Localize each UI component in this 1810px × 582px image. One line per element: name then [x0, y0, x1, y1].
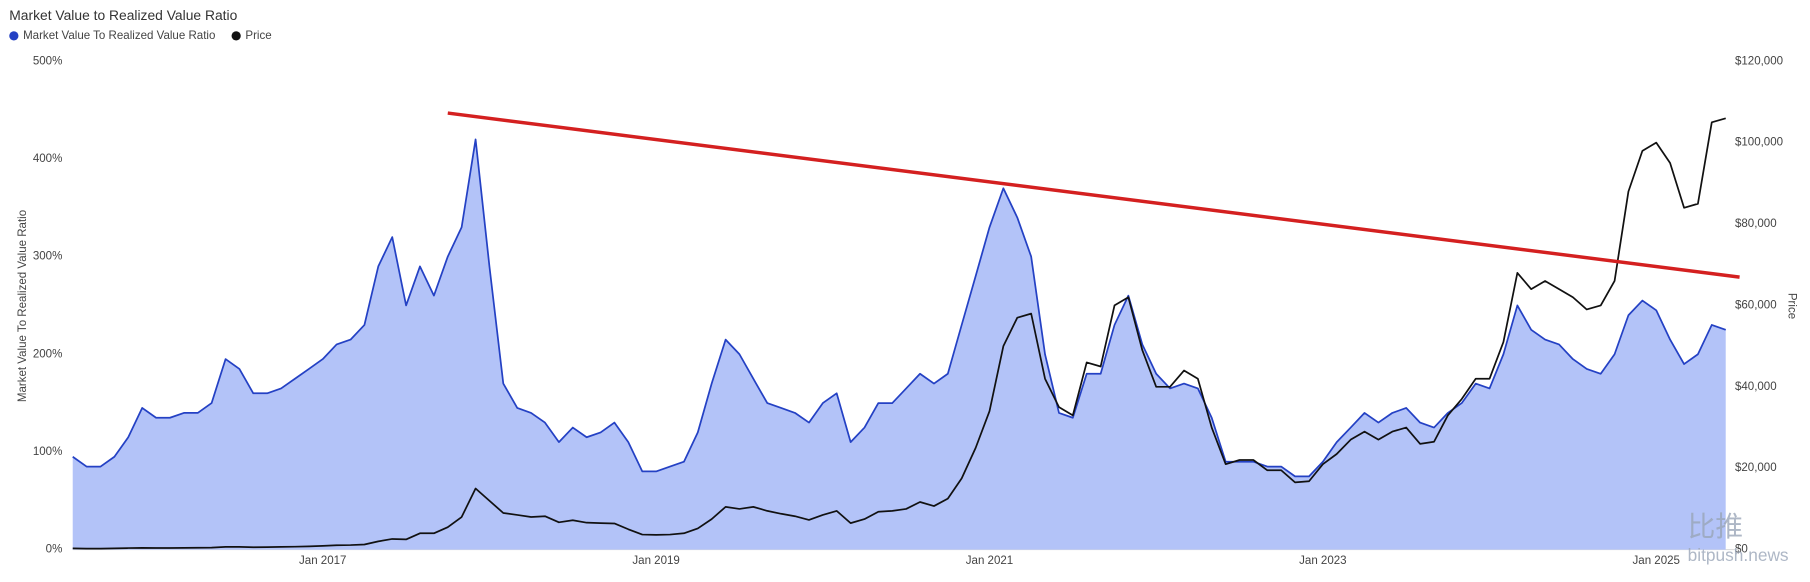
y2-tick-label: $20,000 — [1735, 462, 1777, 474]
x-tick-label: Jan 2025 — [1633, 555, 1680, 567]
y-tick-label: 200% — [33, 348, 63, 360]
y-tick-label: 500% — [33, 55, 63, 67]
y2-tick-label: $60,000 — [1735, 299, 1777, 311]
y2-axis-label: Price — [1785, 293, 1797, 319]
y-tick-label: 400% — [33, 153, 63, 165]
legend-marker — [231, 31, 241, 41]
y2-tick-label: $120,000 — [1735, 55, 1783, 67]
y2-tick-label: $0 — [1735, 544, 1748, 556]
legend-marker — [9, 31, 19, 41]
area — [72, 139, 1726, 550]
y2-tick-label: $100,000 — [1735, 137, 1783, 149]
y-tick-label: 100% — [33, 446, 63, 458]
ratio-line — [72, 138, 1727, 478]
x-tick-label: Jan 2023 — [1299, 555, 1346, 567]
watermark: 比推 — [1688, 511, 1743, 542]
watermark: bitpush.news — [1688, 545, 1789, 565]
price-line — [72, 117, 1726, 550]
legend-label: Market Value To Realized Value Ratio — [23, 30, 215, 42]
chart-title: Market Value to Realized Value Ratio — [9, 7, 237, 23]
y2-tick-label: $40,000 — [1735, 381, 1777, 393]
y-tick-label: 0% — [46, 544, 63, 556]
y-tick-label: 300% — [33, 251, 63, 263]
trend-line — [447, 111, 1740, 279]
x-tick-label: Jan 2019 — [632, 555, 679, 567]
x-tick-label: Jan 2021 — [966, 555, 1013, 567]
x-tick-label: Jan 2017 — [299, 555, 346, 567]
y-axis-label: Market Value To Realized Value Ratio — [17, 210, 29, 402]
legend-label: Price — [245, 30, 271, 42]
y2-tick-label: $80,000 — [1735, 218, 1777, 230]
